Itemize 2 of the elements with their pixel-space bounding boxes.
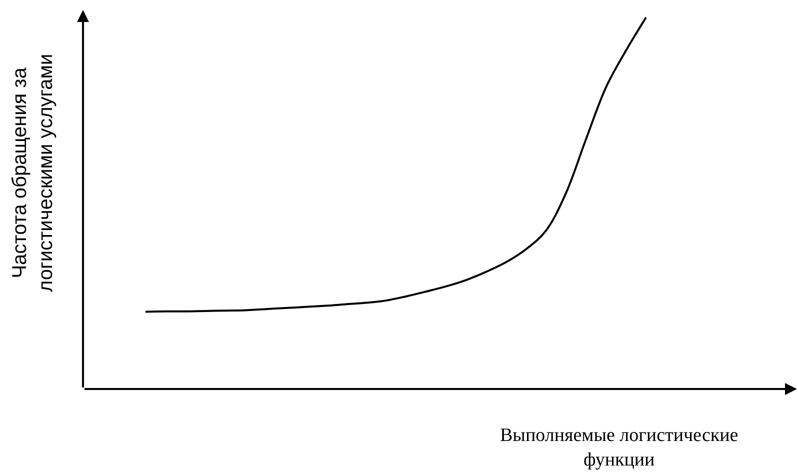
x-axis-title: Выполняемые логистические функции xyxy=(500,425,738,471)
y-axis-title: Частота обращения за логистическими услугами xyxy=(9,54,58,292)
